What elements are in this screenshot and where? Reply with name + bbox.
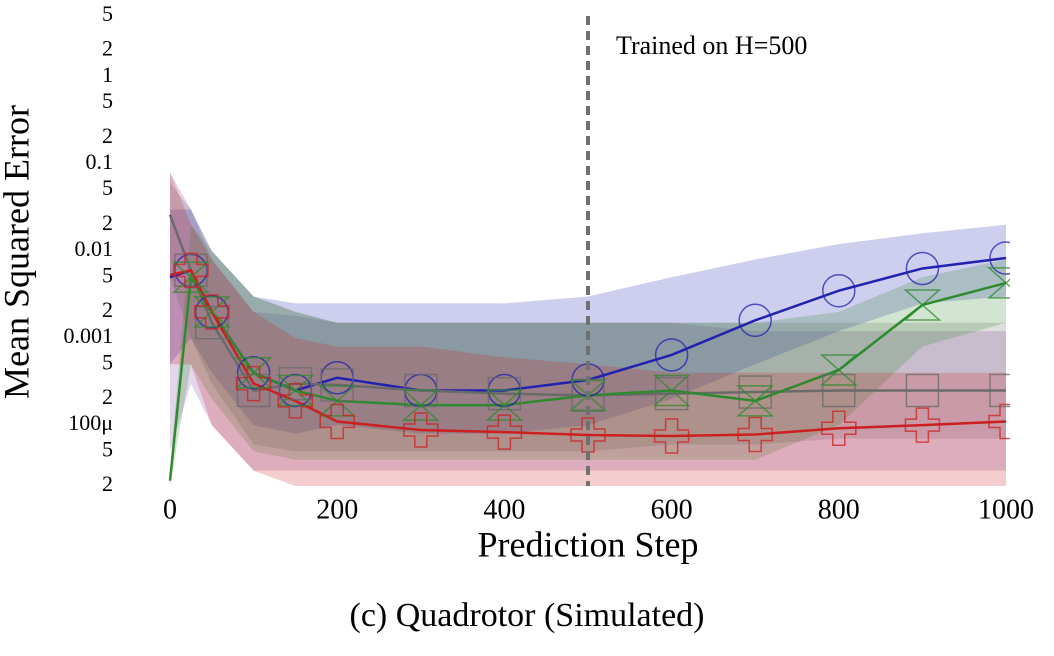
marker: [174, 253, 208, 288]
marker: [487, 376, 522, 411]
error-band: [170, 224, 1006, 486]
y-tick-label: 5: [102, 349, 113, 374]
marker: [401, 389, 440, 421]
marker: [819, 354, 858, 386]
error-band: [170, 172, 1006, 486]
y-tick-label: 2: [102, 297, 113, 322]
marker: [403, 412, 439, 448]
x-axis-label: Prediction Step: [478, 524, 699, 564]
marker: [235, 365, 272, 402]
marker: [905, 251, 940, 286]
y-tick-label: 0.01: [75, 236, 114, 261]
marker: [738, 375, 772, 409]
marker: [987, 267, 1010, 299]
annotation: Trained on H=500: [616, 31, 807, 60]
marker: [905, 373, 940, 408]
marker: [653, 418, 690, 454]
marker: [903, 289, 942, 321]
marker: [904, 407, 941, 443]
marker: [570, 417, 606, 453]
x-tick-label: 800: [818, 494, 860, 525]
marker: [194, 294, 230, 330]
y-tick-label: 5: [102, 175, 113, 200]
x-tick-label: 200: [316, 494, 358, 525]
y-tick-label: 2: [102, 471, 113, 496]
markers: [171, 241, 1010, 454]
y-tick-label: 0.1: [86, 149, 114, 174]
y-tick-label: 1: [102, 62, 113, 87]
marker: [822, 273, 856, 308]
y-tick-label: 100μ: [68, 410, 113, 435]
marker: [173, 252, 209, 289]
marker: [277, 383, 314, 419]
y-tick-label: 5: [102, 262, 113, 287]
caption: (c) Quadrotor (Simulated): [350, 597, 705, 634]
marker: [654, 376, 689, 411]
marker: [195, 305, 229, 340]
marker: [736, 385, 775, 417]
error-band: [170, 172, 1006, 471]
marker: [654, 338, 689, 372]
y-tick-label: 5: [102, 436, 113, 461]
marker: [737, 416, 773, 453]
x-tick-label: 600: [651, 494, 693, 525]
marker: [236, 355, 271, 390]
y-axis-label: Mean Squared Error: [0, 105, 36, 399]
y-tick-label: 2: [102, 210, 113, 235]
y-tick-label: 5: [102, 88, 113, 113]
marker: [486, 414, 523, 450]
x-tick-label: 0: [163, 494, 177, 525]
marker: [485, 389, 524, 421]
y-tick-label: 2: [102, 36, 113, 61]
y-tick-label: 5: [102, 1, 113, 26]
y-tick-label: 0.001: [64, 323, 114, 348]
marker: [652, 374, 691, 407]
marker: [822, 373, 856, 408]
marker: [988, 403, 1010, 440]
marker: [569, 379, 607, 412]
x-tick-label: 400: [483, 494, 525, 525]
marker: [319, 403, 355, 440]
y-tick-label: 2: [102, 384, 113, 409]
marker: [738, 303, 772, 338]
marker: [989, 241, 1010, 275]
marker: [278, 366, 313, 401]
y-tick-label: 2: [102, 123, 113, 148]
x-tick-label: 1000: [978, 494, 1034, 525]
series-line: [169, 268, 1007, 438]
marker: [236, 373, 271, 408]
series-line: [168, 214, 1006, 397]
marker: [989, 373, 1010, 408]
marker: [821, 410, 857, 447]
